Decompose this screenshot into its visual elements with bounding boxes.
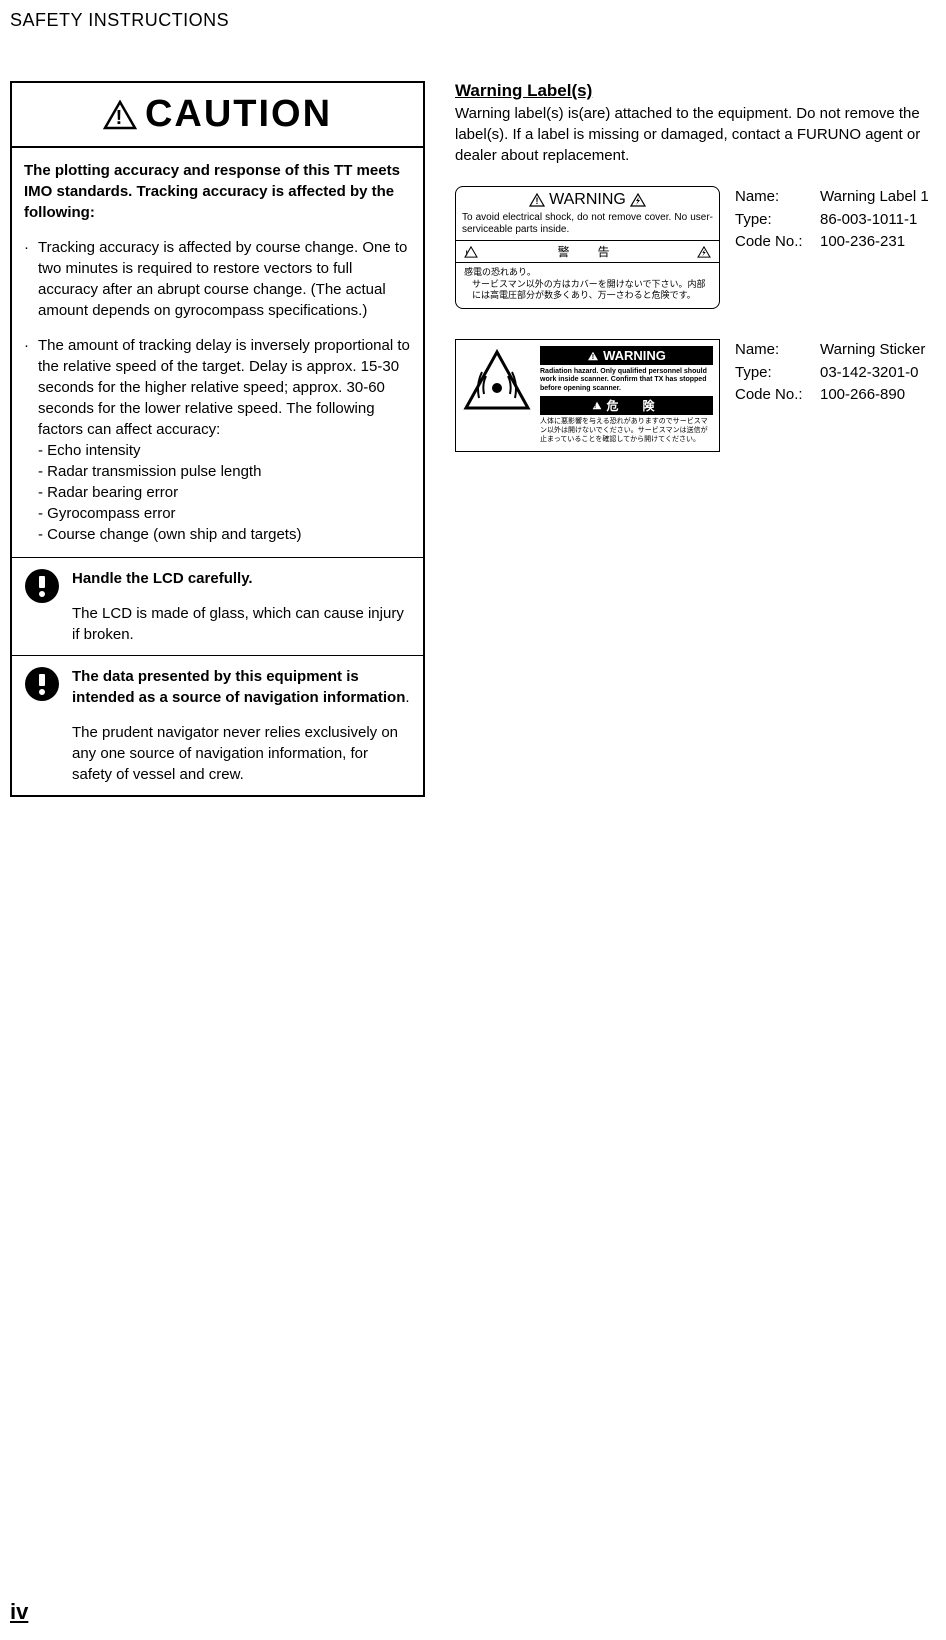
mandatory-icon: [24, 666, 60, 702]
page-header: SAFETY INSTRUCTIONS: [10, 10, 936, 31]
shock-triangle-icon: [630, 193, 646, 207]
label-1-image: ! WARNING To avoid electrical shock, do …: [455, 186, 720, 309]
label-1-top: ! WARNING To avoid electrical shock, do …: [456, 187, 719, 240]
warning-triangle-icon: !: [103, 100, 137, 130]
sub-item-1: - Echo intensity: [38, 440, 411, 461]
svg-text:!: !: [116, 107, 125, 129]
label-1-jp-warning: 警 告: [557, 243, 617, 260]
warning-triangle-icon: !: [587, 351, 599, 361]
info-key-type: Type:: [735, 209, 820, 232]
label-2-danger: ! 危 険: [540, 396, 713, 415]
bullet-2: · The amount of tracking delay is invers…: [24, 335, 411, 545]
label-2-image: ! WARNING Radiation hazard. Only qualifi…: [455, 339, 720, 451]
label-1-name: Warning Label 1: [820, 186, 936, 209]
shock-triangle-icon: [697, 246, 711, 258]
lcd-title: Handle the LCD carefully.: [72, 568, 411, 589]
label-2-type: 03-142-3201-0: [820, 362, 936, 385]
data-title: The data presented by this equipment is …: [72, 668, 405, 706]
label-1-info: Name: Warning Label 1 Type: 86-003-1011-…: [735, 186, 936, 254]
right-column: Warning Label(s) Warning label(s) is(are…: [445, 81, 936, 797]
label-1-row: ! WARNING To avoid electrical shock, do …: [455, 186, 936, 309]
label-1-text: To avoid electrical shock, do not remove…: [462, 212, 713, 236]
svg-text:!: !: [595, 403, 601, 410]
sub-item-3: - Radar bearing error: [38, 482, 411, 503]
label-2-info: Name: Warning Sticker Type: 03-142-3201-…: [735, 339, 936, 407]
label-1-warning-text: WARNING: [549, 191, 626, 209]
label-1-jp-title: 感電の恐れあり。: [464, 267, 711, 279]
label-2-name: Warning Sticker: [820, 339, 936, 362]
mandatory-icon: [24, 568, 60, 604]
caution-intro: The plotting accuracy and response of th…: [24, 160, 411, 223]
bullet-2-content: The amount of tracking delay is inversel…: [38, 335, 411, 545]
label-2-danger-text: 危 険: [606, 397, 660, 414]
svg-text:!: !: [536, 196, 539, 206]
label-1-jp-body: サービスマン以外の方はカバーを開けないで下さい。内部には高電圧部分が数多くあり、…: [464, 279, 711, 302]
lcd-text: Handle the LCD carefully. The LCD is mad…: [72, 568, 411, 645]
bullet-marker: ·: [24, 335, 38, 545]
label-1-mid: ! 警 告: [456, 241, 719, 262]
bullet-2-intro: The amount of tracking delay is inversel…: [38, 335, 411, 440]
radiation-icon: [462, 346, 532, 416]
caution-box: ! CAUTION The plotting accuracy and resp…: [10, 81, 425, 797]
bullet-marker: ·: [24, 237, 38, 321]
caution-main-section: The plotting accuracy and response of th…: [12, 148, 423, 558]
info-key-name: Name:: [735, 186, 820, 209]
info-key-code: Code No.:: [735, 231, 820, 254]
label-1-type: 86-003-1011-1: [820, 209, 936, 232]
bullet-1: · Tracking accuracy is affected by cours…: [24, 237, 411, 321]
lcd-body: The LCD is made of glass, which can caus…: [72, 603, 411, 645]
label-2-warning-text: WARNING: [603, 348, 666, 363]
label-2-header: ! WARNING: [540, 346, 713, 365]
label-1-box: ! WARNING To avoid electrical shock, do …: [455, 186, 720, 309]
svg-text:!: !: [465, 248, 476, 257]
data-section: The data presented by this equipment is …: [12, 656, 423, 795]
sub-item-5: - Course change (own ship and targets): [38, 524, 411, 545]
warning-labels-desc: Warning label(s) is(are) attached to the…: [455, 103, 936, 166]
warning-labels-title: Warning Label(s): [455, 81, 936, 101]
label-2-text: Radiation hazard. Only qualified personn…: [540, 365, 713, 396]
data-title-line: The data presented by this equipment is …: [72, 666, 411, 708]
caution-title: CAUTION: [145, 93, 332, 136]
left-column: ! CAUTION The plotting accuracy and resp…: [10, 81, 425, 797]
label-1-code: 100-236-231: [820, 231, 936, 254]
label-1-jp: 感電の恐れあり。 サービスマン以外の方はカバーを開けないで下さい。内部には高電圧…: [456, 263, 719, 308]
lcd-section: Handle the LCD carefully. The LCD is mad…: [12, 558, 423, 656]
bullet-1-content: Tracking accuracy is affected by course …: [38, 237, 411, 321]
label-2-jp: 人体に悪影響を与える恐れがありますのでサービスマン以外は開けないでください。サー…: [540, 415, 713, 444]
label-2-right: ! WARNING Radiation hazard. Only qualifi…: [540, 346, 713, 444]
label-2-box: ! WARNING Radiation hazard. Only qualifi…: [455, 339, 720, 451]
data-body: The prudent navigator never relies exclu…: [72, 722, 411, 785]
caution-header: ! CAUTION: [12, 83, 423, 148]
content-container: ! CAUTION The plotting accuracy and resp…: [10, 81, 936, 797]
sub-item-2: - Radar transmission pulse length: [38, 461, 411, 482]
label-2-code: 100-266-890: [820, 384, 936, 407]
warning-triangle-icon: !: [529, 193, 545, 207]
label-2-row: ! WARNING Radiation hazard. Only qualifi…: [455, 339, 936, 451]
svg-text:!: !: [592, 352, 594, 360]
warning-triangle-icon: !: [592, 401, 602, 410]
info-key-type: Type:: [735, 362, 820, 385]
warning-triangle-icon: !: [464, 246, 478, 258]
data-text: The data presented by this equipment is …: [72, 666, 411, 785]
page-number: iv: [10, 1599, 28, 1625]
sub-item-4: - Gyrocompass error: [38, 503, 411, 524]
info-key-code: Code No.:: [735, 384, 820, 407]
label-1-header: ! WARNING: [462, 191, 713, 209]
data-title-period: .: [405, 689, 409, 706]
info-key-name: Name:: [735, 339, 820, 362]
